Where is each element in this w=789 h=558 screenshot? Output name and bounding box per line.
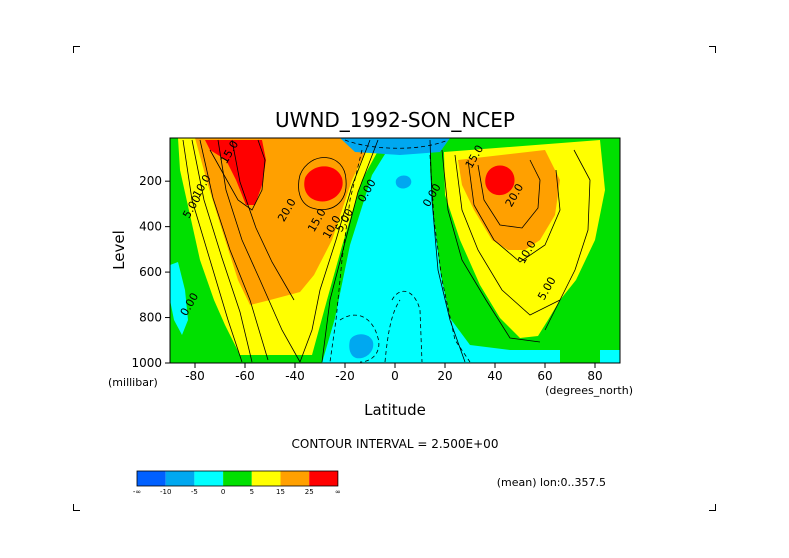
y-tick-label: 1000 <box>131 356 162 370</box>
y-tick-label: 400 <box>139 220 162 234</box>
colorbar-swatch <box>194 471 224 486</box>
y-tick-label: 600 <box>139 265 162 279</box>
contour-lines-negative <box>329 139 471 363</box>
colorbar-tick-label: 0 <box>221 488 225 496</box>
chart-title: UWND_1992-SON_NCEP <box>275 108 515 132</box>
x-tick-label: -60 <box>235 369 255 383</box>
plot-area: 15.010.05.00 20.0 15.010.05.000.00 0.0015.0… <box>170 138 620 363</box>
x-axis-label: Latitude <box>364 401 426 419</box>
band-red-south-jet <box>304 166 343 202</box>
corner-mark-top-right <box>709 46 716 53</box>
footnote-mean-lon: (mean) lon:0..357.5 <box>497 476 606 489</box>
colorbar-swatch <box>223 471 252 486</box>
x-tick-label: -40 <box>285 369 305 383</box>
y-axis-unit: (millibar) <box>108 376 158 389</box>
colorbar-tick-label: -∞ <box>133 488 141 496</box>
band-blue-speck-2 <box>349 334 374 359</box>
colorbar-swatch <box>137 471 166 486</box>
colorbar-swatch <box>251 471 281 486</box>
x-tick-label: 0 <box>391 369 399 383</box>
colorbar-tick-label: -10 <box>160 488 171 496</box>
x-tick-label: 80 <box>587 369 602 383</box>
band-blue-speck-1 <box>395 175 412 189</box>
x-tick-label: 40 <box>487 369 502 383</box>
colorbar-swatch <box>280 471 310 486</box>
band-red-north-jet <box>485 165 515 196</box>
x-tick-label: 60 <box>537 369 552 383</box>
colorbar: -∞ -10 -5 0 5 15 25 ∞ <box>133 470 341 496</box>
colorbar-tick-label: -5 <box>191 488 198 496</box>
x-tick-label: 20 <box>437 369 452 383</box>
colorbar-swatch <box>165 471 195 486</box>
band-blue-top <box>340 138 450 155</box>
y-axis: 200 400 600 800 1000 <box>131 174 170 370</box>
corner-mark-bottom-left <box>73 504 80 511</box>
colorbar-frame <box>136 470 339 487</box>
corner-mark-bottom-right <box>709 504 716 511</box>
colorbar-tick-label: 25 <box>305 488 314 496</box>
x-axis-unit: (degrees_north) <box>545 384 633 397</box>
x-tick-label: -80 <box>185 369 205 383</box>
band-green-north-cap <box>560 340 600 363</box>
colorbar-tick-label: 15 <box>276 488 285 496</box>
y-tick-label: 800 <box>139 311 162 325</box>
y-axis-label: Level <box>110 230 128 270</box>
colorbar-tick-label: 5 <box>250 488 254 496</box>
colorbar-swatch <box>309 471 338 486</box>
band-cyan-south-polar <box>170 262 188 335</box>
contour-interval-text: CONTOUR INTERVAL = 2.500E+00 <box>292 437 499 451</box>
colorbar-tick-label: ∞ <box>335 488 341 496</box>
x-axis: -80 -60 -40 -20 0 20 40 60 80 <box>185 363 603 383</box>
band-orange-north <box>458 150 560 250</box>
corner-mark-top-left <box>73 46 80 53</box>
band-green-south-polar <box>170 205 203 350</box>
y-tick-label: 200 <box>139 174 162 188</box>
x-tick-label: -20 <box>335 369 355 383</box>
